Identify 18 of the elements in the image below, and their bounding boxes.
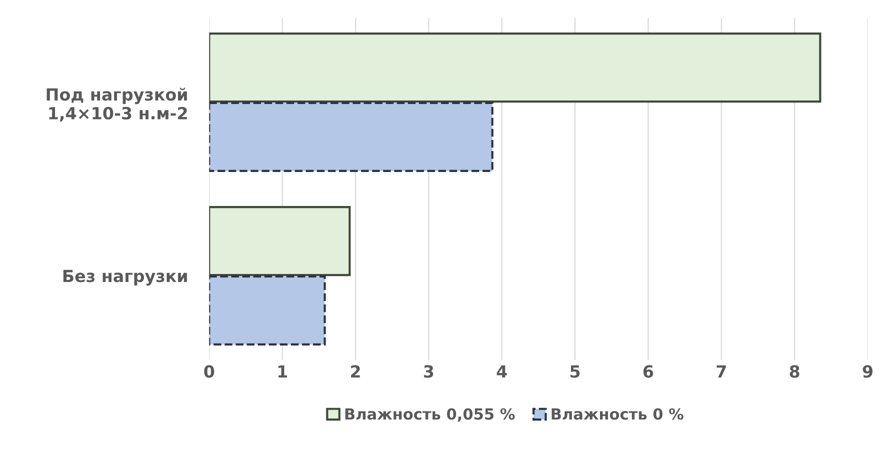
legend-label: Влажность 0,055 % — [345, 408, 515, 422]
y-tick-label: Без нагрузки — [63, 270, 187, 286]
x-tick-label: 3 — [424, 365, 434, 378]
x-tick-label: 8 — [790, 365, 800, 378]
legend-label: Влажность 0 % — [552, 408, 684, 420]
x-tick-label: 4 — [496, 365, 507, 378]
bar — [209, 206, 351, 276]
y-tick-label: Под нагрузкой 1,4×10-3 н.м-2 — [46, 88, 187, 122]
bar — [209, 275, 326, 346]
x-tick-label: 1 — [278, 365, 287, 378]
x-tick-label: 2 — [351, 365, 360, 378]
x-tick-label: 5 — [570, 365, 580, 378]
x-tick-label: 7 — [716, 365, 726, 378]
bar — [209, 102, 494, 172]
x-tick-label: 6 — [643, 365, 654, 378]
bar — [209, 32, 822, 103]
x-tick-label: 0 — [204, 365, 214, 378]
x-tick-label: 9 — [862, 365, 872, 378]
